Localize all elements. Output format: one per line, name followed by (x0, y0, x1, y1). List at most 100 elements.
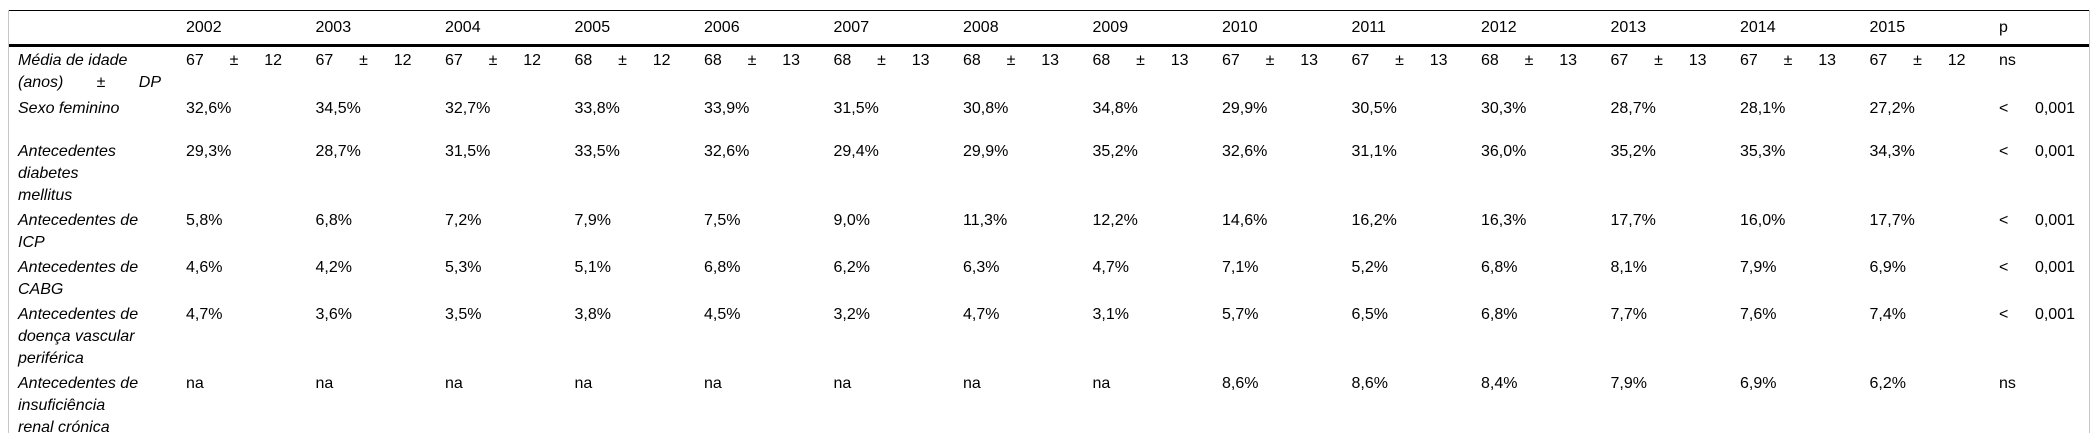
mean-sd-value: 68 ± 13 (1092, 52, 1189, 69)
cell: 30,5% (1351, 99, 1397, 117)
cell: 4,6% (186, 258, 223, 276)
cell: 28,7% (1610, 99, 1656, 117)
mean-sd-value: 68 ± 13 (1481, 52, 1577, 69)
column-header: 2006 (704, 10, 834, 47)
cell: 34,5% (315, 99, 361, 117)
header-row: 2002 2003 2004 2005 2006 2007 2008 2009 2010 2011… (9, 10, 2089, 47)
row-label-line: Antecedentes de (18, 374, 139, 392)
cell: na (186, 374, 204, 392)
cell: 6,8% (315, 211, 352, 229)
cell: < 0,001 (1999, 254, 2089, 301)
table-row: Média de idade (anos) ± DP 67 ± 12 67 ± 12 6… (9, 46, 2089, 95)
cell: 68 ± 12 (575, 46, 705, 95)
cell: na (445, 374, 463, 392)
p-value: < 0,001 (1999, 305, 2075, 323)
table-frame: 2002 2003 2004 2005 2006 2007 2008 2009 2010 2011… (8, 10, 2090, 433)
table-row: Antecedentes de CABG 4,6% 4,2% 5,3% 5,1% 6,8% 6… (9, 254, 2089, 301)
cell: na (574, 374, 593, 392)
cell: 6,3% (963, 258, 1000, 276)
row-label-line: Antecedentes de (18, 211, 139, 229)
row-label-line: insuficiência (18, 396, 106, 414)
cell: 8,1% (1610, 258, 1647, 276)
cell: 29,9% (1222, 99, 1268, 117)
row-label-line: Antecedentes de (18, 258, 139, 276)
cell: 11,3% (963, 211, 1008, 229)
row-label: Antecedentes de CABG (9, 254, 186, 301)
cell: 33,8% (574, 99, 620, 117)
row-label-line: Sexo feminino (18, 99, 120, 117)
cell: 28,1% (1740, 99, 1786, 117)
cell: 32,6% (704, 142, 750, 160)
cell: 7,6% (1740, 305, 1777, 323)
row-label-line: mellitus (18, 186, 73, 204)
cell: 68 ± 13 (704, 46, 834, 95)
row-label-line: (anos) ± DP (18, 74, 161, 91)
cell: 67 ± 13 (1611, 46, 1741, 95)
cell: 6,9% (1740, 374, 1777, 392)
row-label-line: CABG (18, 280, 64, 298)
cell: 32,6% (1222, 142, 1268, 160)
cell: 4,7% (1092, 258, 1129, 276)
mean-sd-value: 68 ± 13 (833, 52, 930, 69)
cell: 30,3% (1481, 99, 1527, 117)
mean-sd-value: 67 ± 12 (1869, 52, 1966, 69)
p-value: < 0,001 (1999, 258, 2075, 276)
cell: 4,2% (315, 258, 352, 276)
cell: < 0,001 (1999, 207, 2089, 254)
cell: 4,7% (186, 305, 223, 323)
column-header: 2008 (963, 10, 1093, 47)
mean-sd-value: 68 ± 13 (963, 52, 1059, 69)
cell: 16,0% (1740, 211, 1786, 229)
cell: 12,2% (1092, 211, 1138, 229)
cell: na (704, 374, 722, 392)
cell: 35,3% (1740, 142, 1786, 160)
cell: 7,9% (1740, 258, 1777, 276)
cell: 32,7% (445, 99, 491, 117)
cell: 67 ± 12 (445, 46, 575, 95)
cell: 6,8% (1481, 305, 1518, 323)
cell: 6,2% (833, 258, 870, 276)
cell: 29,9% (963, 142, 1009, 160)
cell: na (833, 374, 852, 392)
cell: 3,1% (1092, 305, 1129, 323)
mean-sd-value: 68 ± 13 (704, 52, 800, 69)
cell: na (1092, 374, 1111, 392)
cell: 17,7% (1610, 211, 1656, 229)
mean-sd-value: 68 ± 12 (574, 52, 671, 69)
cell: 14,6% (1222, 211, 1268, 229)
p-value: < 0,001 (1999, 211, 2075, 229)
cell: 7,2% (445, 211, 482, 229)
row-label-line: renal crónica (18, 418, 110, 433)
p-value: < 0,001 (1999, 99, 2075, 117)
cell: 31,5% (445, 142, 491, 160)
cell: 68 ± 13 (963, 46, 1093, 95)
mean-sd-value: 67 ± 13 (1740, 52, 1836, 69)
p-value: < 0,001 (1999, 142, 2075, 160)
table-row: Sexo feminino 32,6% 34,5% 32,7% 33,8% 33,9% 31… (9, 95, 2089, 138)
cell: 9,0% (833, 211, 870, 229)
cell: 6,8% (704, 258, 741, 276)
row-label-line: diabetes (18, 164, 79, 182)
cell: 7,4% (1869, 305, 1906, 323)
cell: 30,8% (963, 99, 1009, 117)
cell: 67 ± 13 (1222, 46, 1352, 95)
mean-sd-value: 67 ± 13 (1222, 52, 1318, 69)
cell: na (963, 374, 981, 392)
cell: 67 ± 12 (186, 46, 316, 95)
column-header: p (1999, 10, 2089, 47)
cell: 16,3% (1481, 211, 1527, 229)
cell: 6,2% (1869, 374, 1906, 392)
table-row: Antecedentes de insuficiência renal crónic… (9, 370, 2089, 433)
row-label-line: periférica (18, 349, 84, 367)
row-label: Média de idade (anos) ± DP (9, 46, 186, 95)
cell: 67 ± 13 (1352, 46, 1482, 95)
column-header: 2002 (186, 10, 316, 47)
mean-sd-value: 67 ± 12 (315, 52, 412, 69)
cell: < 0,001 (1999, 95, 2089, 138)
mean-sd-value: 67 ± 12 (186, 52, 282, 69)
cell: 3,2% (833, 305, 870, 323)
cell: 5,1% (574, 258, 611, 276)
cell: 67 ± 12 (316, 46, 446, 95)
cell: 17,7% (1869, 211, 1915, 229)
row-label: Antecedentes de doença vascular periférica (9, 301, 186, 370)
